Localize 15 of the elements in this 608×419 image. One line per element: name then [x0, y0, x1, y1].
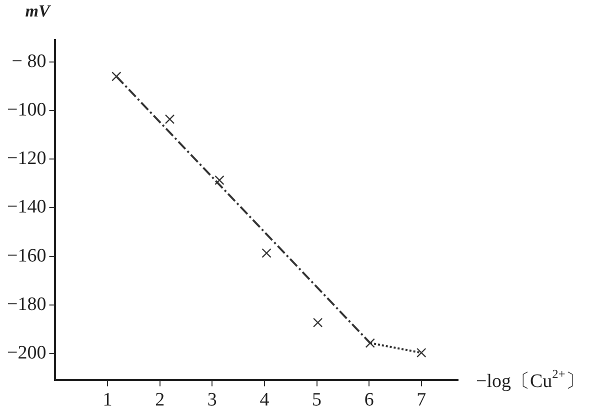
y-tick-label: −180: [6, 294, 46, 315]
y-tick-label: −100: [6, 99, 46, 120]
x-tick-label: 7: [416, 390, 426, 411]
y-tick-label: − 80: [12, 50, 46, 72]
x-tick-label: 4: [260, 390, 270, 411]
x-tick-label: 3: [207, 390, 217, 411]
y-axis-title: mV: [25, 1, 52, 20]
x-tick-label: 6: [364, 390, 374, 411]
x-tick-label: 5: [312, 390, 322, 411]
x-tick-label: 1: [102, 390, 112, 411]
y-tick-label: −140: [6, 196, 46, 218]
y-tick-label: −120: [6, 148, 46, 170]
x-tick-label: 2: [155, 390, 165, 411]
y-tick-label: −200: [6, 342, 46, 364]
y-tick-label: −160: [6, 245, 46, 266]
